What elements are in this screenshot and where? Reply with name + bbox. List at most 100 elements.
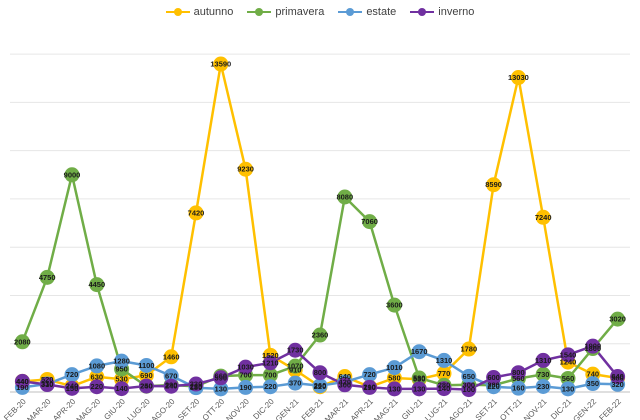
data-label-inverno: 1900 <box>584 342 601 351</box>
data-label-estate: 180 <box>190 383 203 392</box>
data-label-autunno: 690 <box>140 371 153 380</box>
data-point-autunno <box>163 349 179 365</box>
data-label-primavera: 580 <box>413 374 426 383</box>
data-label-inverno: 590 <box>215 373 228 382</box>
x-tick-label: LUG-20 <box>126 397 153 420</box>
x-tick-label: NOV-21 <box>522 397 549 420</box>
data-label-inverno: 220 <box>91 382 104 391</box>
data-point-inverno <box>510 365 526 381</box>
data-label-primavera: 2360 <box>312 331 329 340</box>
data-label-primavera: 230 <box>190 382 203 391</box>
data-point-autunno <box>461 341 477 357</box>
data-label-autunno: 13030 <box>508 73 529 82</box>
legend-swatch-primavera <box>247 7 272 17</box>
data-label-primavera: 4450 <box>88 280 105 289</box>
data-point-primavera <box>411 370 427 386</box>
data-label-estate: 370 <box>289 379 302 388</box>
data-label-inverno: 310 <box>41 380 54 389</box>
x-tick-label: GEN-22 <box>571 397 598 420</box>
data-point-primavera <box>312 327 328 343</box>
data-point-inverno <box>213 370 229 386</box>
data-label-estate: 720 <box>363 370 376 379</box>
data-label-estate: 1080 <box>88 361 105 370</box>
x-tick-label: MAR-20 <box>25 397 52 420</box>
data-point-estate <box>461 368 477 384</box>
data-point-autunno <box>486 177 502 193</box>
x-tick-label: DIC-21 <box>549 397 574 420</box>
data-label-inverno: 240 <box>165 382 178 391</box>
data-label-estate: 420 <box>339 377 352 386</box>
data-label-autunno: 1780 <box>460 345 477 354</box>
data-point-estate <box>436 352 452 368</box>
data-point-primavera <box>337 189 353 205</box>
data-label-inverno: 1310 <box>535 356 552 365</box>
x-tick-label: FEB-20 <box>2 397 28 420</box>
data-label-primavera: 240 <box>140 382 153 391</box>
series-points <box>14 56 626 398</box>
data-label-autunno: 210 <box>363 382 376 391</box>
data-point-autunno <box>386 370 402 386</box>
x-tick-label: APR-20 <box>51 397 78 420</box>
data-point-estate <box>585 376 601 392</box>
data-label-primavera: 7060 <box>361 217 378 226</box>
data-label-primavera: 280 <box>438 381 451 390</box>
data-label-primavera: 730 <box>537 370 550 379</box>
data-point-primavera <box>64 167 80 183</box>
data-point-estate <box>411 344 427 360</box>
data-point-inverno <box>188 376 204 392</box>
data-label-autunno: 13590 <box>210 60 231 69</box>
data-label-estate: 1010 <box>386 363 403 372</box>
data-point-estate <box>312 378 328 394</box>
data-label-primavera: 3600 <box>386 301 403 310</box>
data-point-inverno <box>114 381 130 397</box>
data-label-inverno: 140 <box>438 384 451 393</box>
x-tick-label: DIC-20 <box>251 397 276 420</box>
data-point-estate <box>64 367 80 383</box>
data-point-primavera <box>610 311 626 327</box>
data-point-estate <box>114 353 130 369</box>
data-label-estate: 1280 <box>113 357 130 366</box>
legend-label-inverno: inverno <box>438 6 475 18</box>
data-point-autunno <box>510 70 526 86</box>
data-label-estate: 1100 <box>138 361 154 370</box>
data-label-estate: 350 <box>587 379 600 388</box>
data-label-inverno: 440 <box>16 377 29 386</box>
data-point-estate <box>163 368 179 384</box>
data-label-autunno: 630 <box>91 372 104 381</box>
data-label-estate: 260 <box>314 381 327 390</box>
data-label-primavera: 700 <box>264 371 277 380</box>
data-label-primavera: 950 <box>115 365 128 374</box>
data-point-inverno <box>610 369 626 385</box>
legend-item-estate: estate <box>338 6 396 18</box>
x-tick-label: GEN-21 <box>274 397 301 420</box>
data-point-autunno <box>535 209 551 225</box>
data-label-primavera: 300 <box>463 380 476 389</box>
data-point-inverno <box>238 359 254 375</box>
data-label-inverno: 1540 <box>560 350 577 359</box>
data-label-autunno: 220 <box>314 382 327 391</box>
data-point-estate <box>238 379 254 395</box>
data-point-inverno <box>89 379 105 395</box>
data-label-estate: 1310 <box>436 356 453 365</box>
data-point-inverno <box>337 377 353 393</box>
data-point-inverno <box>411 381 427 397</box>
data-label-autunno: 7240 <box>535 213 552 222</box>
data-label-primavera: 290 <box>165 381 178 390</box>
legend-label-estate: estate <box>366 6 397 18</box>
data-point-estate <box>510 380 526 396</box>
data-label-estate: 130 <box>215 384 228 393</box>
data-point-inverno <box>362 379 378 395</box>
data-point-primavera <box>560 370 576 386</box>
data-point-inverno <box>163 378 179 394</box>
legend-item-inverno: inverno <box>410 6 474 18</box>
legend-label-autunno: autunno <box>193 6 234 18</box>
x-tick-label: OTT-21 <box>498 397 524 420</box>
data-label-estate: 1670 <box>411 347 428 356</box>
x-tick-label: MAG-21 <box>372 397 400 420</box>
data-label-inverno: 300 <box>339 380 352 389</box>
data-point-inverno <box>262 355 278 371</box>
data-point-estate <box>362 367 378 383</box>
legend-swatch-autunno <box>165 7 190 17</box>
data-label-autunno: 520 <box>41 375 54 384</box>
